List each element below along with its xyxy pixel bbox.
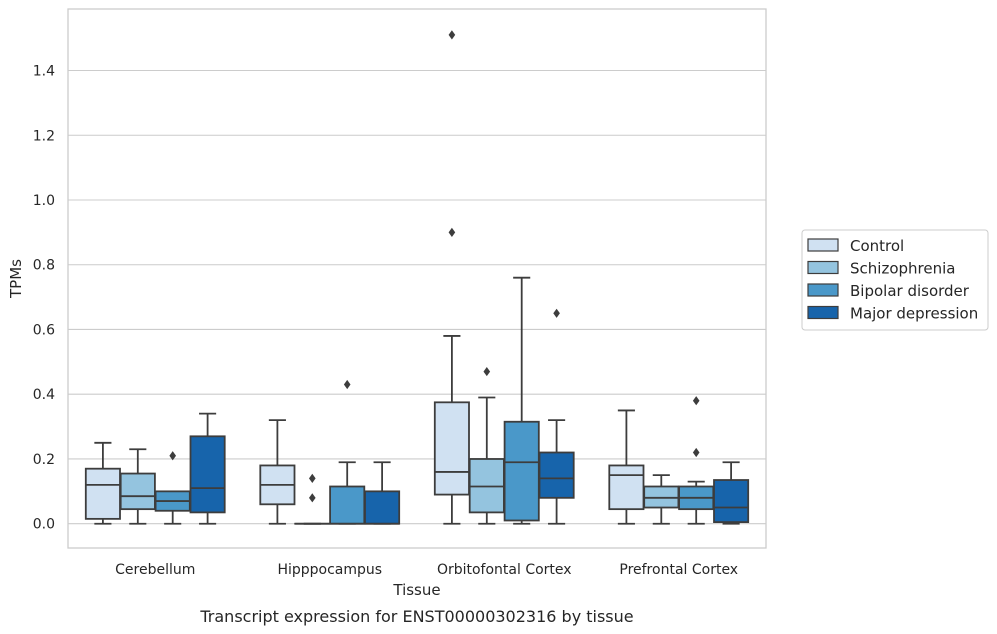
box-body [503,420,540,522]
x-tick-label: Prefrontal Cortex [619,562,738,578]
outlier-point [553,308,560,318]
box-body [119,472,156,511]
y-tick-label: 0.2 [33,452,55,468]
legend-swatch [807,260,839,275]
box [294,473,331,525]
y-axis-label: TPMs [7,259,25,299]
series-control [84,30,645,525]
outlier-point [343,379,351,390]
outlier-point [692,396,700,406]
y-tick-label: 0.0 [33,517,55,533]
y-tick-label: 1.2 [33,128,55,144]
outlier-point [308,493,316,503]
series-schizophrenia [119,366,680,525]
box-body [713,479,750,524]
x-tick-label: Orbitofontal Cortex [437,562,572,578]
outlier-point [448,30,456,40]
box [538,308,575,525]
box-body [608,464,645,511]
legend-label: Bipolar disorder [850,282,970,300]
box [84,441,121,525]
box [364,461,401,525]
box [154,451,191,525]
figure-caption: Transcript expression for ENST0000030231… [199,607,633,626]
box [433,30,470,525]
box-body [189,435,226,514]
x-tick-label: Hipppocampus [277,562,382,578]
legend-swatch [807,305,839,320]
box-body [364,490,401,525]
box [119,448,156,525]
legend-swatch [807,283,839,297]
box [713,461,750,525]
box-body [329,485,366,525]
outlier-point [483,366,491,377]
x-axis-ticks: Cerebellum Hipppocampus Orbitofontal Corte… [115,562,738,578]
box [189,412,226,525]
box-body [433,401,470,496]
outlier-point [692,447,700,458]
y-axis-ticks: 0.0 0.2 0.4 0.6 0.8 1.0 1.2 1.4 [33,64,55,533]
box [678,396,715,525]
y-tick-label: 0.6 [33,322,55,338]
plot-area-frame [67,8,767,549]
outlier-point [169,451,177,461]
box [329,379,366,525]
x-tick-label: Cerebellum [115,562,195,578]
y-tick-label: 0.8 [33,258,55,274]
legend-swatch [807,238,839,252]
x-axis-label: Tissue [392,581,440,599]
box [468,366,505,525]
box-body [84,467,121,520]
box [608,409,645,525]
box-body [538,451,575,499]
legend-frame [801,229,989,331]
y-tick-label: 1.0 [33,193,55,209]
y-tick-label: 1.4 [33,64,55,80]
legend-label: Schizophrenia [850,260,955,278]
box-plot-series [84,30,750,525]
grid-lines [68,69,766,525]
series-bipolar-disorder [154,276,715,525]
series-major-depression [189,308,750,525]
legend: Control Schizophrenia Bipolar disorder Majo… [801,229,989,331]
outlier-point [448,227,456,237]
outlier-point [308,473,316,483]
box [259,419,296,525]
y-tick-label: 0.4 [33,387,55,403]
box [643,474,680,525]
legend-label: Major depression [850,305,978,323]
legend-label: Control [850,237,904,255]
box [503,276,540,525]
